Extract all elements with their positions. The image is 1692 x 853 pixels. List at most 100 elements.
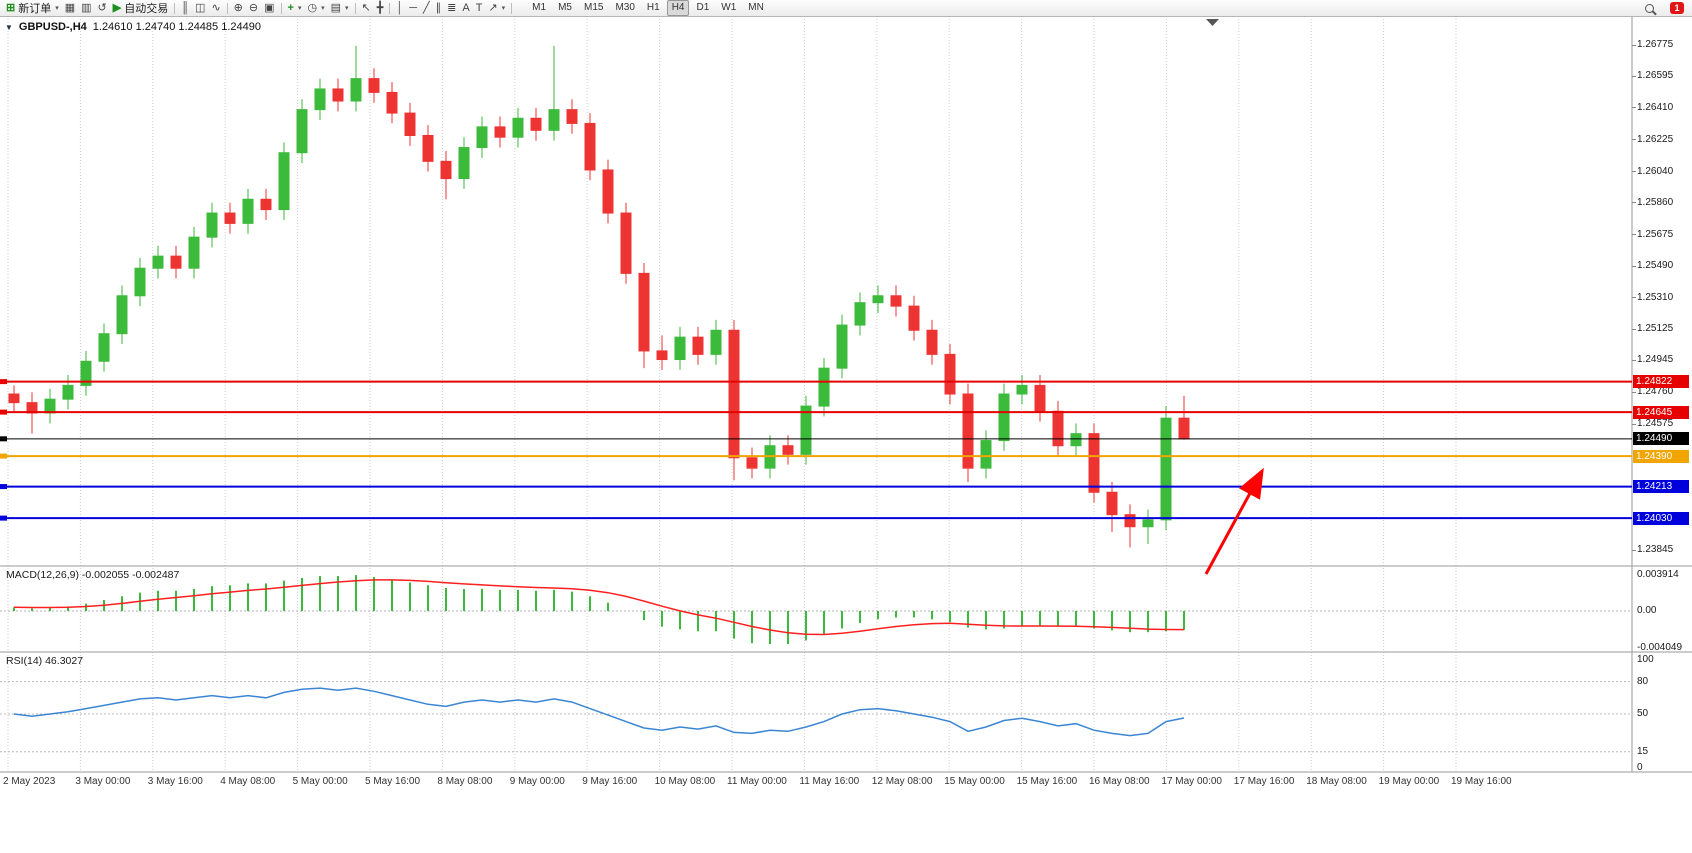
candlesticks	[8, 45, 1190, 548]
timeframe-button-m15[interactable]: M15	[583, 2, 604, 13]
dropdown-caret-icon[interactable]: ▾	[344, 5, 349, 12]
label-icon: T	[475, 1, 483, 14]
line-chart-button[interactable]: ∿	[208, 1, 223, 16]
price-axis-label: 1.25125	[1637, 323, 1674, 335]
autotrading-button[interactable]: ▶ 自动交易	[110, 1, 171, 16]
templates-icon: ▤	[330, 1, 341, 14]
text-button[interactable]: A	[459, 1, 472, 16]
time-label: 17 May 00:00	[1161, 776, 1222, 787]
dropdown-caret-icon[interactable]: ▾	[501, 5, 506, 12]
toolbar-buttons: ⊞ 新订单 ▾ ▦ ▥ ↺ ▶ 自动交易 ║ ◫ ∿ ⊕ ⊖ ▣ + ▾ ◷ ▾ ▤ ▾ ↖ ╋ │ ─ ╱ ∥ ≣ A T ↗ ▾	[3, 1, 515, 16]
new-order-button[interactable]: ⊞ 新订单 ▾	[3, 1, 62, 16]
line-handle[interactable]	[0, 436, 7, 442]
dropdown-caret-icon[interactable]: ▾	[321, 5, 325, 12]
timeframe-button-m30[interactable]: M30	[615, 2, 635, 13]
dropdown-caret-icon[interactable]: ▾	[297, 5, 302, 12]
candlestick-chart-button[interactable]: ◫	[192, 1, 208, 16]
crosshair-button[interactable]: ╋	[374, 1, 387, 16]
timeframe-button-h1[interactable]: H1	[646, 2, 660, 13]
horizontal-line-button[interactable]: ─	[406, 1, 420, 16]
chart-title: ▼ GBPUSD-,H4 1.24610 1.24740 1.24485 1.2…	[5, 21, 261, 33]
time-label: 18 May 08:00	[1306, 776, 1367, 787]
line-handle[interactable]	[0, 484, 7, 490]
timeframe-button-w1[interactable]: W1	[721, 2, 737, 13]
trendline-button[interactable]: ╱	[420, 1, 433, 16]
timeframe-button-mn[interactable]: MN	[748, 2, 764, 13]
timeframe-button-m1[interactable]: M1	[532, 2, 547, 13]
horizontal-lines[interactable]	[0, 379, 1632, 521]
price-axis-tick	[1632, 107, 1636, 109]
macd-label: MACD(12,26,9) -0.002055 -0.002487	[6, 569, 180, 581]
autotrading-button-label: 自动交易	[124, 3, 169, 15]
bar-chart-button[interactable]: ║	[178, 1, 192, 16]
notification-badge[interactable]: 1	[1670, 2, 1684, 14]
price-axis-label: 1.23845	[1637, 544, 1674, 555]
price-line-label[interactable]: 1.24645	[1633, 405, 1689, 419]
zoom-out-button[interactable]: ⊖	[246, 1, 261, 16]
toolbar-separator	[280, 2, 282, 14]
data-window-button[interactable]: ▥	[78, 1, 94, 16]
line-handle[interactable]	[0, 453, 7, 459]
indicators-button[interactable]: + ▾	[285, 1, 305, 16]
rsi-axis-label: 15	[1637, 745, 1649, 757]
time-label: 5 May 00:00	[292, 776, 348, 787]
macd-axis-label: -0.004049	[1637, 642, 1683, 654]
price-axis-label: 1.25490	[1637, 260, 1674, 272]
timeframe-button-d1[interactable]: D1	[696, 2, 710, 13]
channel-button[interactable]: ∥	[433, 1, 445, 16]
dropdown-caret-icon[interactable]: ▾	[55, 5, 59, 12]
price-axis-tick	[1632, 423, 1636, 425]
price-axis-tick	[1632, 171, 1636, 173]
price-axis-label: 1.26040	[1637, 165, 1674, 177]
line-chart-icon: ∿	[211, 1, 221, 14]
chart-ohlc: 1.24610 1.24740 1.24485 1.24490	[92, 21, 261, 33]
price-axis-tick	[1632, 139, 1636, 141]
time-label: 9 May 16:00	[582, 776, 638, 787]
price-line-label[interactable]: 1.24390	[1633, 449, 1689, 463]
tile-windows-button[interactable]: ▣	[261, 1, 277, 16]
price-axis-tick	[1632, 359, 1636, 361]
line-handle[interactable]	[0, 379, 7, 385]
channel-icon: ∥	[435, 1, 442, 14]
timeframe-toolbar: M1 M5 M15 M30 H1 H4 D1 W1 MN	[527, 0, 769, 16]
main-toolbar: ⊞ 新订单 ▾ ▦ ▥ ↺ ▶ 自动交易 ║ ◫ ∿ ⊕ ⊖ ▣ + ▾ ◷ ▾ ▤ ▾ ↖ ╋ │ ─ ╱ ∥ ≣ A T ↗ ▾ M1 M…	[0, 0, 1692, 17]
fibonacci-button[interactable]: ≣	[444, 1, 459, 16]
zoom-in-button[interactable]: ⊕	[231, 1, 246, 16]
text-icon: A	[462, 1, 470, 14]
indicators-icon: +	[287, 1, 294, 14]
price-axis-label: 1.26775	[1637, 39, 1674, 50]
collapse-ohlc-icon[interactable]: ▼	[5, 22, 13, 32]
bar-chart-icon: ║	[181, 1, 190, 14]
time-label: 8 May 08:00	[437, 776, 493, 787]
new-order-button-label: 新订单	[18, 3, 52, 15]
trend-arrow[interactable]	[1204, 467, 1264, 575]
autotrading-icon: ▶	[112, 1, 122, 14]
periods-button[interactable]: ◷ ▾	[304, 1, 327, 16]
macd-histogram	[13, 575, 1185, 645]
vertical-line-icon: │	[396, 1, 404, 14]
arrows-button[interactable]: ↗ ▾	[485, 1, 508, 16]
timeframe-button-m5[interactable]: M5	[558, 2, 572, 13]
price-line-label[interactable]: 1.24213	[1633, 480, 1689, 494]
time-label: 10 May 08:00	[654, 776, 716, 787]
rsi-axis-label: 80	[1637, 675, 1649, 687]
fibonacci-icon: ≣	[447, 1, 457, 14]
rsi-level-lines	[0, 681, 1632, 753]
vertical-line-button[interactable]: │	[393, 1, 406, 16]
search-icon[interactable]	[1645, 3, 1654, 13]
price-line-label[interactable]: 1.24822	[1633, 375, 1689, 389]
navigator-button[interactable]: ↺	[95, 1, 110, 16]
cursor-button[interactable]: ↖	[359, 1, 374, 16]
crosshair-icon: ╋	[376, 1, 384, 14]
line-handle[interactable]	[0, 409, 7, 415]
price-axis-tick	[1632, 234, 1636, 236]
label-button[interactable]: T	[473, 1, 486, 16]
templates-button[interactable]: ▤ ▾	[328, 1, 352, 16]
market-watch-button[interactable]: ▦	[62, 1, 78, 16]
cursor-icon: ↖	[361, 1, 371, 14]
line-handle[interactable]	[0, 515, 7, 521]
timeframe-button-h4[interactable]: H4	[666, 0, 690, 16]
price-line-label[interactable]: 1.24030	[1633, 511, 1689, 525]
